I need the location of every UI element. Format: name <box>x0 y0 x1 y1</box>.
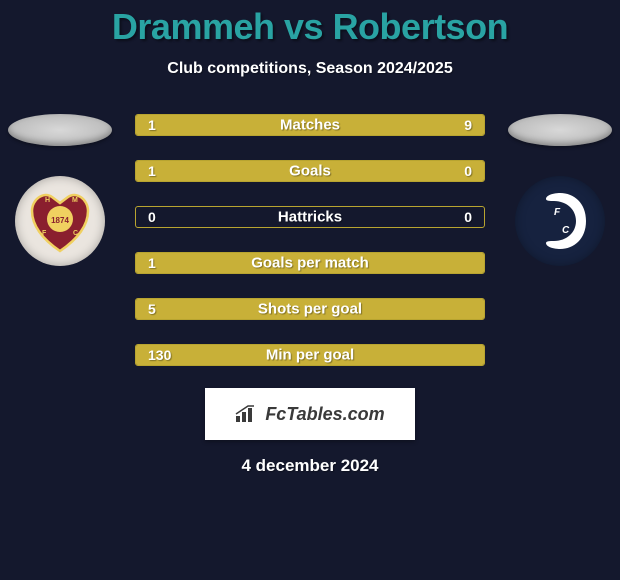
left-club-crest: 1874 H M F C <box>15 176 105 266</box>
stat-row: 0 0 Hattricks <box>135 206 485 228</box>
stat-row: 1 Goals per match <box>135 252 485 274</box>
vs-text: vs <box>284 6 323 47</box>
source-box: FcTables.com <box>205 388 415 440</box>
stat-label: Min per goal <box>266 347 354 364</box>
comparison-content: 1874 H M F C F C 1 9 Matches 1 0 Goals 0 0 Hattr… <box>0 114 620 476</box>
left-player-token <box>8 114 112 146</box>
svg-text:F: F <box>554 207 561 218</box>
player2-name: Robertson <box>333 6 509 47</box>
stat-row: 130 Min per goal <box>135 344 485 366</box>
stat-label: Hattricks <box>278 209 342 226</box>
left-badge-column: 1874 H M F C <box>8 114 112 266</box>
stat-left-value: 1 <box>148 163 156 179</box>
stat-row: 1 0 Goals <box>135 160 485 182</box>
stats-container: 1 9 Matches 1 0 Goals 0 0 Hattricks 1 Goals per ma… <box>135 114 485 366</box>
svg-text:M: M <box>72 197 78 204</box>
svg-text:C: C <box>562 225 570 236</box>
stat-label: Goals <box>289 163 331 180</box>
stat-right-value: 0 <box>464 209 472 225</box>
stat-right-value: 9 <box>464 117 472 133</box>
svg-text:1874: 1874 <box>51 216 69 225</box>
right-badge-column: F C <box>508 114 612 266</box>
stat-left-bar <box>136 161 397 181</box>
stat-left-value: 1 <box>148 255 156 271</box>
right-player-token <box>508 114 612 146</box>
svg-text:C: C <box>73 230 78 237</box>
stat-right-value: 0 <box>464 163 472 179</box>
date-text: 4 december 2024 <box>0 456 620 476</box>
stat-label: Goals per match <box>251 255 369 272</box>
right-club-crest: F C <box>515 176 605 266</box>
stat-left-value: 1 <box>148 117 156 133</box>
stat-label: Matches <box>280 117 340 134</box>
stat-left-value: 130 <box>148 347 171 363</box>
player1-name: Drammeh <box>112 6 275 47</box>
subtitle: Club competitions, Season 2024/2025 <box>0 60 620 78</box>
page-title: Drammeh vs Robertson <box>0 0 620 48</box>
stat-left-value: 5 <box>148 301 156 317</box>
source-text: FcTables.com <box>235 404 384 425</box>
chart-icon <box>235 405 259 423</box>
stat-label: Shots per goal <box>258 301 362 318</box>
stat-left-value: 0 <box>148 209 156 225</box>
svg-text:F: F <box>42 230 47 237</box>
svg-text:H: H <box>45 197 50 204</box>
source-label: FcTables.com <box>265 404 384 425</box>
stat-row: 1 9 Matches <box>135 114 485 136</box>
stat-row: 5 Shots per goal <box>135 298 485 320</box>
